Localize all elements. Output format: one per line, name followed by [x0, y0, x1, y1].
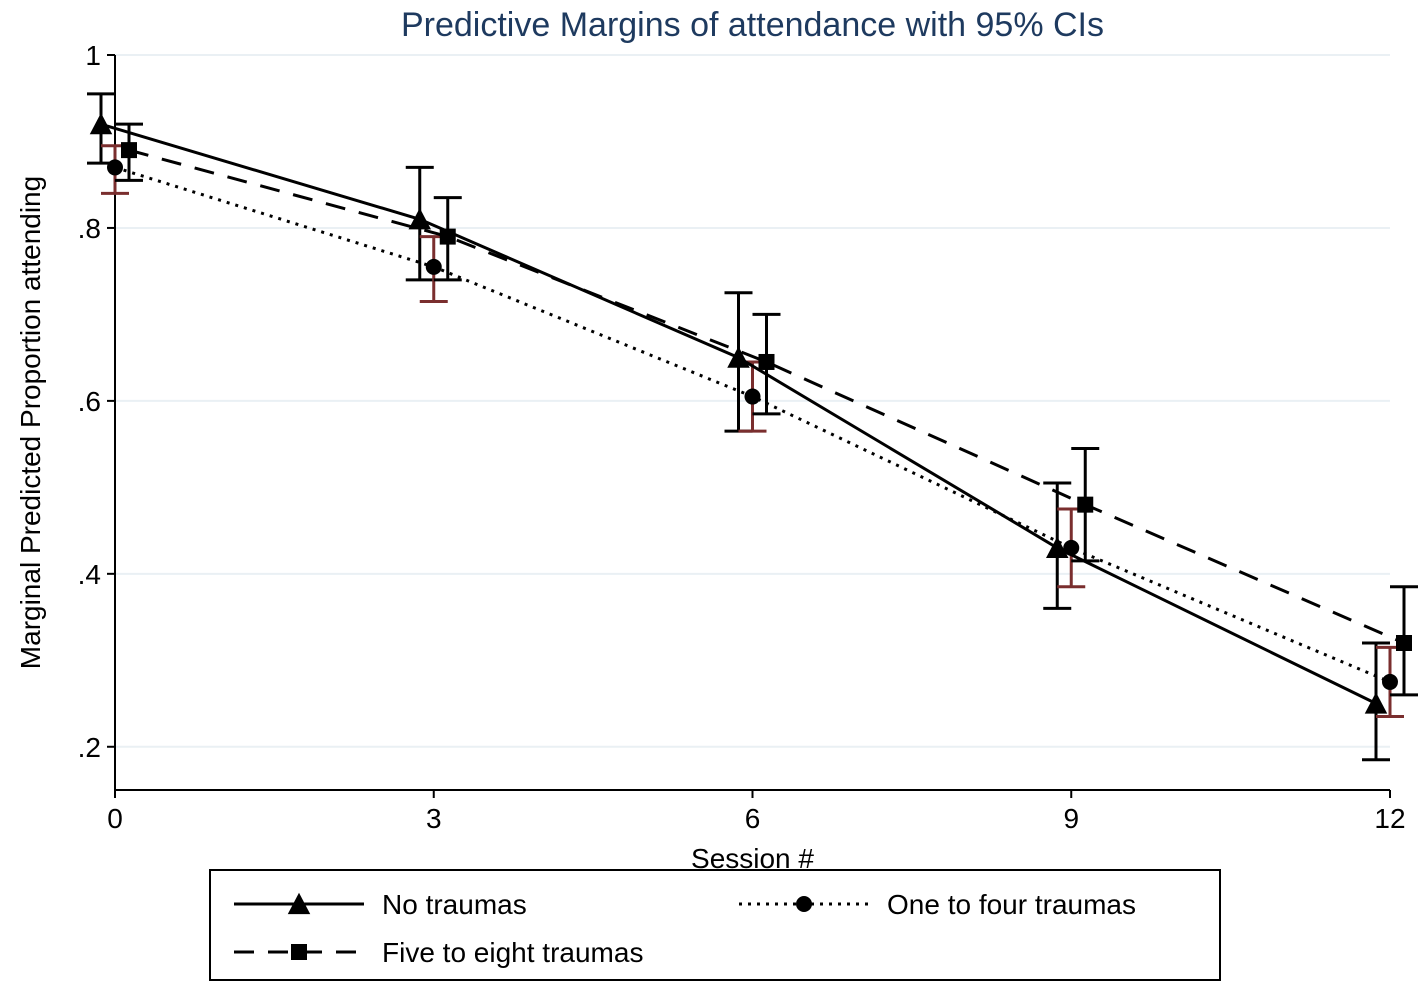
y-axis-label: Marginal Predicted Proportion attending: [15, 176, 46, 669]
legend-box: [210, 870, 1220, 980]
xtick-label: 0: [107, 803, 123, 834]
legend-label: No traumas: [382, 889, 527, 920]
legend-label: Five to eight traumas: [382, 937, 643, 968]
legend-label: One to four traumas: [887, 889, 1136, 920]
xtick-label: 9: [1063, 803, 1079, 834]
xtick-label: 3: [426, 803, 442, 834]
ytick-label: 1: [85, 40, 101, 71]
xtick-label: 6: [745, 803, 761, 834]
chart-container: .2.4.6.81036912Session #Marginal Predict…: [0, 0, 1418, 993]
ytick-label: .4: [78, 559, 101, 590]
chart-svg: .2.4.6.81036912Session #Marginal Predict…: [0, 0, 1418, 993]
ytick-label: .2: [78, 732, 101, 763]
chart-title: Predictive Margins of attendance with 95…: [401, 6, 1104, 44]
ytick-label: .8: [78, 213, 101, 244]
ytick-label: .6: [78, 386, 101, 417]
xtick-label: 12: [1374, 803, 1405, 834]
